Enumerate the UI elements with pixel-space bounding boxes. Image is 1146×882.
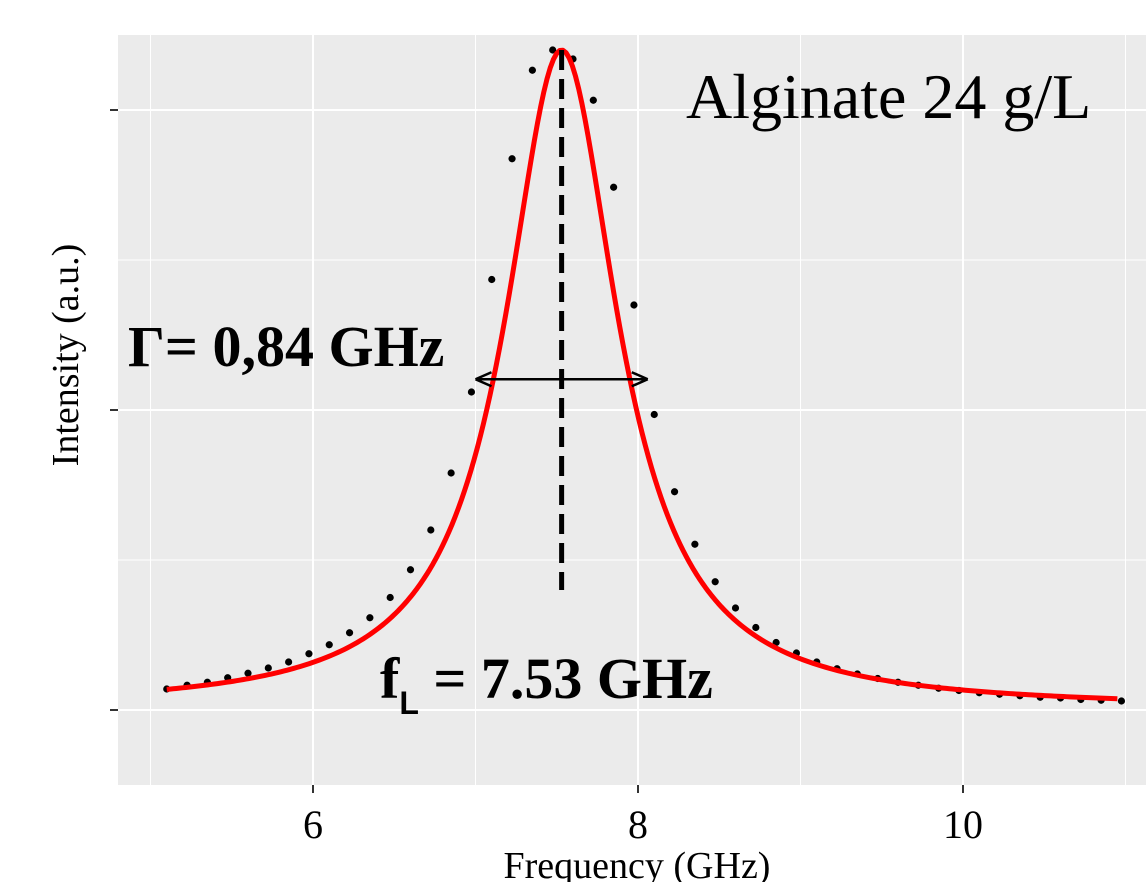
data-point <box>386 593 394 602</box>
data-point <box>244 669 252 677</box>
data-point <box>589 96 597 104</box>
data-point <box>610 183 618 191</box>
data-point <box>549 46 557 54</box>
data-point <box>467 388 476 396</box>
gamma-label: Γ= 0,84 GHz <box>128 314 444 379</box>
chart-title: Alginate 24 g/L <box>686 61 1091 132</box>
x-tick-label: 10 <box>943 802 983 847</box>
data-point <box>711 578 719 586</box>
data-point <box>305 650 313 658</box>
data-point <box>1117 697 1126 705</box>
data-point <box>406 566 415 574</box>
data-point <box>528 66 536 74</box>
peak-label-value: = 7.53 GHz <box>419 646 713 711</box>
data-point <box>630 301 638 309</box>
data-point <box>508 155 516 163</box>
data-point <box>691 540 699 548</box>
series-group <box>163 46 1126 705</box>
data-point <box>731 604 740 612</box>
peak-label-base: f <box>380 646 400 711</box>
fwhm-arrow-head-right <box>631 371 649 388</box>
y-axis-label: Intensity (a.u.) <box>45 244 87 467</box>
data-point <box>650 410 658 419</box>
data-point <box>285 658 293 666</box>
peak-frequency-label: fL = 7.53 GHz <box>380 646 713 721</box>
annotations <box>474 50 649 590</box>
data-point <box>345 629 354 637</box>
x-tick-label: 8 <box>628 802 648 847</box>
data-point <box>366 614 374 622</box>
data-point <box>325 641 333 649</box>
data-point <box>670 488 679 496</box>
data-point <box>264 664 272 672</box>
fit-curve <box>166 47 1118 702</box>
data-point <box>427 526 435 534</box>
x-axis-label: Frequency (GHz) <box>504 845 771 882</box>
data-point <box>488 275 496 284</box>
data-point <box>752 623 760 632</box>
fwhm-arrow-head-left <box>474 371 493 388</box>
axes: 6 8 10 <box>110 109 983 847</box>
data-point <box>447 469 455 477</box>
peak-label-subscript: L <box>399 685 419 721</box>
x-tick-label: 6 <box>303 802 323 847</box>
